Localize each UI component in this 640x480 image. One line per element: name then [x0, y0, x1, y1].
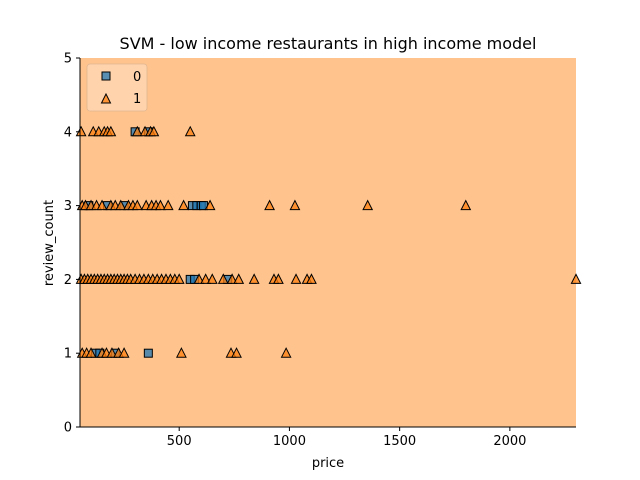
data-points	[75, 125, 582, 358]
point-class-1	[226, 273, 238, 284]
point-class-1	[106, 347, 118, 358]
point-class-1	[460, 199, 472, 211]
y-tick-label: 0	[64, 421, 72, 436]
point-class-1	[231, 347, 242, 358]
y-axis-label: review_count	[42, 200, 57, 286]
point-class-1	[105, 125, 117, 137]
legend-square-marker	[101, 71, 111, 81]
point-class-0	[143, 348, 153, 358]
x-tick-label: 2000	[493, 434, 526, 449]
point-class-1	[290, 273, 302, 284]
point-class-1	[131, 125, 143, 137]
point-class-1	[184, 125, 196, 137]
point-class-1	[162, 199, 174, 211]
point-class-1	[217, 273, 229, 284]
legend-triangle-marker	[100, 92, 112, 104]
point-class-1	[570, 273, 582, 284]
point-class-1	[272, 273, 284, 284]
point-class-1	[204, 199, 216, 211]
point-class-1	[96, 199, 108, 211]
point-class-1	[289, 199, 301, 211]
chart-title: SVM - low income restaurants in high inc…	[120, 34, 537, 53]
legend-label-0: 0	[133, 70, 141, 85]
point-class-1	[178, 199, 190, 211]
point-class-1	[200, 273, 212, 284]
y-tick-label: 3	[64, 199, 72, 214]
decision-region-class-1	[80, 58, 576, 427]
point-class-1	[280, 347, 292, 358]
point-class-1	[115, 199, 127, 211]
plot-area	[80, 58, 576, 427]
y-tick-label: 4	[64, 125, 72, 140]
axes: 500 1000 1500 2000 0 1 2 3 4 5	[64, 52, 576, 449]
point-class-1	[173, 273, 185, 284]
point-class-1	[193, 273, 205, 284]
point-class-1	[233, 273, 245, 284]
x-tick-label: 1500	[383, 434, 416, 449]
point-class-1	[131, 199, 143, 211]
y-tick-label: 1	[64, 347, 72, 362]
point-class-1	[118, 347, 130, 358]
point-class-1	[264, 199, 275, 211]
point-class-1	[362, 199, 374, 211]
point-class-1	[155, 199, 166, 211]
y-tick-label: 5	[64, 52, 72, 67]
legend: 0 1	[86, 63, 148, 112]
point-class-1	[148, 125, 160, 137]
x-tick-label: 500	[167, 434, 192, 449]
x-axis-label: price	[312, 456, 344, 471]
point-class-1	[306, 273, 317, 284]
point-class-1	[248, 273, 260, 284]
point-class-1	[85, 347, 97, 358]
point-class-1	[175, 347, 187, 358]
legend-label-1: 1	[133, 92, 141, 107]
point-class-1	[206, 273, 218, 284]
y-tick-label: 2	[64, 273, 72, 288]
x-tick-label: 1000	[273, 434, 306, 449]
